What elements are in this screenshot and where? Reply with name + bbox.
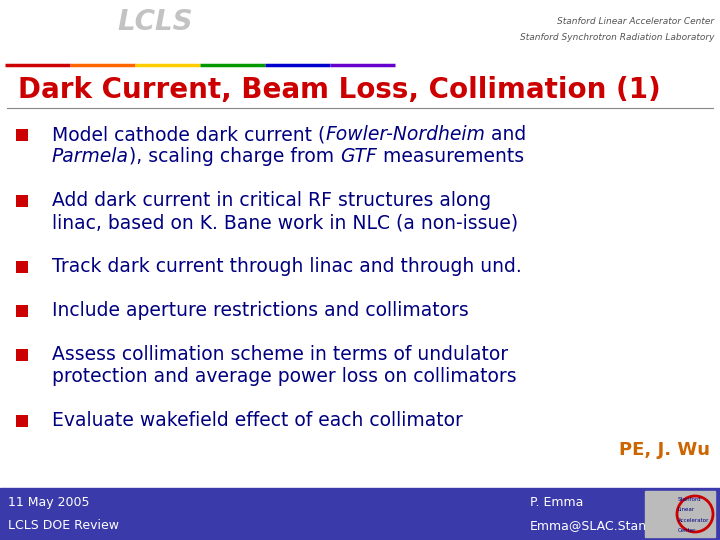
Text: PE, J. Wu: PE, J. Wu xyxy=(619,441,710,459)
Text: Dark Current, Beam Loss, Collimation (1): Dark Current, Beam Loss, Collimation (1) xyxy=(18,76,661,104)
Text: Parmela: Parmela xyxy=(52,147,129,166)
Text: 11 May 2005: 11 May 2005 xyxy=(8,496,89,509)
Text: Center: Center xyxy=(678,528,696,533)
Text: Model cathode dark current (: Model cathode dark current ( xyxy=(52,125,325,145)
Text: Evaluate wakefield effect of each collimator: Evaluate wakefield effect of each collim… xyxy=(52,411,463,430)
Text: measurements: measurements xyxy=(377,147,524,166)
Text: and: and xyxy=(485,125,526,145)
Text: GTF: GTF xyxy=(340,147,377,166)
Text: Linear: Linear xyxy=(678,508,695,512)
Bar xyxy=(645,491,715,537)
Text: LCLS: LCLS xyxy=(117,8,193,36)
Text: protection and average power loss on collimators: protection and average power loss on col… xyxy=(52,368,517,387)
Text: P. Emma: P. Emma xyxy=(530,496,583,509)
Text: ), scaling charge from: ), scaling charge from xyxy=(129,147,340,166)
Text: Include aperture restrictions and collimators: Include aperture restrictions and collim… xyxy=(52,301,469,321)
Text: Add dark current in critical RF structures along: Add dark current in critical RF structur… xyxy=(52,192,491,211)
Text: LCLS DOE Review: LCLS DOE Review xyxy=(8,519,119,532)
Text: Accelerator: Accelerator xyxy=(678,518,709,523)
Bar xyxy=(0,488,720,540)
Text: Stanford Synchrotron Radiation Laboratory: Stanford Synchrotron Radiation Laborator… xyxy=(520,33,714,43)
Text: linac, based on K. Bane work in NLC (a non-issue): linac, based on K. Bane work in NLC (a n… xyxy=(52,213,518,233)
Text: Stanford Linear Accelerator Center: Stanford Linear Accelerator Center xyxy=(557,17,714,26)
Text: Assess collimation scheme in terms of undulator: Assess collimation scheme in terms of un… xyxy=(52,346,508,365)
Text: Emma@SLAC.Stanford.edu: Emma@SLAC.Stanford.edu xyxy=(530,519,700,532)
Text: Fowler-Nordheim: Fowler-Nordheim xyxy=(325,125,485,145)
Text: Track dark current through linac and through und.: Track dark current through linac and thr… xyxy=(52,258,522,276)
Text: Stanford: Stanford xyxy=(678,497,701,502)
